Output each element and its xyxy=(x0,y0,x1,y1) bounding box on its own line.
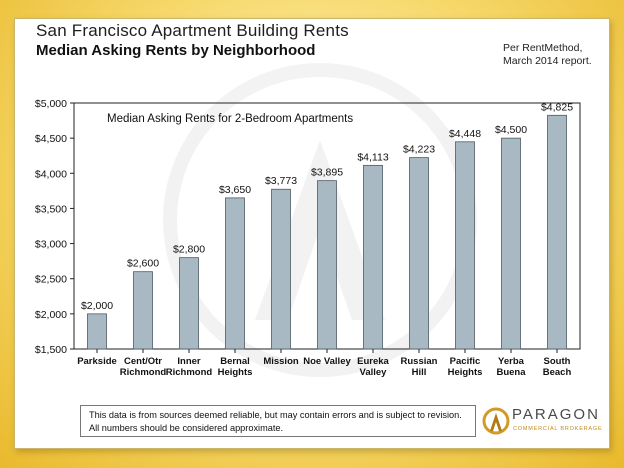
x-category-line: Inner xyxy=(177,356,201,367)
source-line-2: March 2014 report. xyxy=(503,55,592,67)
bar xyxy=(87,313,107,350)
bar-value-label: $2,000 xyxy=(81,300,113,312)
x-category-label: Pacific Heights xyxy=(448,356,483,378)
x-category-line: Bernal xyxy=(220,356,250,367)
x-category-label: Noe Valley xyxy=(303,356,351,367)
y-tick-label: $3,000 xyxy=(35,239,67,251)
x-category-label: Mission xyxy=(263,356,299,367)
bar-value-label: $3,773 xyxy=(265,175,297,187)
bars xyxy=(87,114,567,350)
x-category-line: Valley xyxy=(360,367,388,378)
bar xyxy=(501,137,521,350)
bar-value-label: $4,500 xyxy=(495,124,527,136)
disclaimer-box: This data is from sources deemed reliabl… xyxy=(80,405,476,437)
x-category-line: Heights xyxy=(218,367,253,378)
x-category-line: Hill xyxy=(412,367,427,378)
source-line-1: Per RentMethod, xyxy=(503,42,583,54)
bar xyxy=(179,257,199,350)
x-category-label: Russian Hill xyxy=(401,356,438,378)
x-category-line: Pacific xyxy=(450,356,481,367)
bar-value-label: $3,895 xyxy=(311,167,343,179)
x-category-line: Noe Valley xyxy=(303,356,351,367)
bar xyxy=(271,188,291,350)
bar-value-label: $4,825 xyxy=(541,101,573,113)
bar xyxy=(455,141,475,350)
x-category-line: Buena xyxy=(496,367,526,378)
page-subtitle: Median Asking Rents by Neighborhood xyxy=(36,42,316,59)
disclaimer-line-2: All numbers should be considered approxi… xyxy=(89,422,284,433)
x-category-label: Cent/Otr Richmond xyxy=(120,356,167,378)
bar-value-label: $2,600 xyxy=(127,258,159,270)
bar xyxy=(225,197,245,350)
x-category-line: Mission xyxy=(263,356,299,367)
y-tick-label: $4,000 xyxy=(35,168,67,180)
value-labels: $2,000 $2,600 $2,800 $3,650 $3,773 $3,895 $4,1… xyxy=(81,101,573,312)
paragon-logo: PARAGON COMMERCIAL BROKERAGE xyxy=(482,404,602,438)
bar-value-label: $3,650 xyxy=(219,184,251,196)
x-category-label: South Beach xyxy=(543,356,572,378)
bar xyxy=(317,180,337,350)
x-category-line: Beach xyxy=(543,367,572,378)
page-title: San Francisco Apartment Building Rents xyxy=(36,21,349,40)
x-category-label: Bernal Heights xyxy=(218,356,253,378)
x-category-line: Yerba xyxy=(498,356,525,367)
y-tick-label: $4,500 xyxy=(35,133,67,145)
logo-tagline: COMMERCIAL BROKERAGE xyxy=(513,426,603,432)
bar-value-label: $4,448 xyxy=(449,128,481,140)
bar xyxy=(363,164,383,350)
bar xyxy=(409,157,429,350)
paragon-logo-mark-icon xyxy=(482,407,510,435)
x-category-label: Yerba Buena xyxy=(496,356,526,378)
y-tick-label: $2,500 xyxy=(35,274,67,286)
x-category-label: Parkside xyxy=(77,356,117,367)
x-category-line: Richmond xyxy=(120,367,167,378)
x-category-line: Parkside xyxy=(77,356,117,367)
chart-title: Median Asking Rents for 2-Bedroom Apartm… xyxy=(107,113,353,125)
x-category-label: Inner Richmond xyxy=(166,356,213,378)
bar xyxy=(133,271,153,350)
y-tick-label: $1,500 xyxy=(35,344,67,356)
x-category-line: Cent/Otr xyxy=(124,356,162,367)
bar-value-label: $2,800 xyxy=(173,244,205,256)
bar-value-label: $4,113 xyxy=(357,151,388,163)
y-tick-label: $5,000 xyxy=(35,98,67,110)
x-category-line: Russian xyxy=(401,356,438,367)
x-category-line: South xyxy=(544,356,571,367)
disclaimer-line-1: This data is from sources deemed reliabl… xyxy=(89,410,462,420)
bar-value-label: $4,223 xyxy=(403,144,435,156)
x-category-line: Eureka xyxy=(357,356,389,367)
x-category-line: Richmond xyxy=(166,367,213,378)
y-axis: $1,500 $2,000 $2,500 $3,000 $3,500 $4,000 $4,5… xyxy=(35,98,74,356)
source-note: Per RentMethod, March 2014 report. xyxy=(503,42,592,68)
x-category-line: Heights xyxy=(448,367,483,378)
y-tick-label: $3,500 xyxy=(35,203,67,215)
x-category-label: Eureka Valley xyxy=(357,356,389,378)
logo-name: PARAGON xyxy=(512,406,600,423)
bar xyxy=(547,114,567,350)
y-tick-label: $2,000 xyxy=(35,309,67,321)
